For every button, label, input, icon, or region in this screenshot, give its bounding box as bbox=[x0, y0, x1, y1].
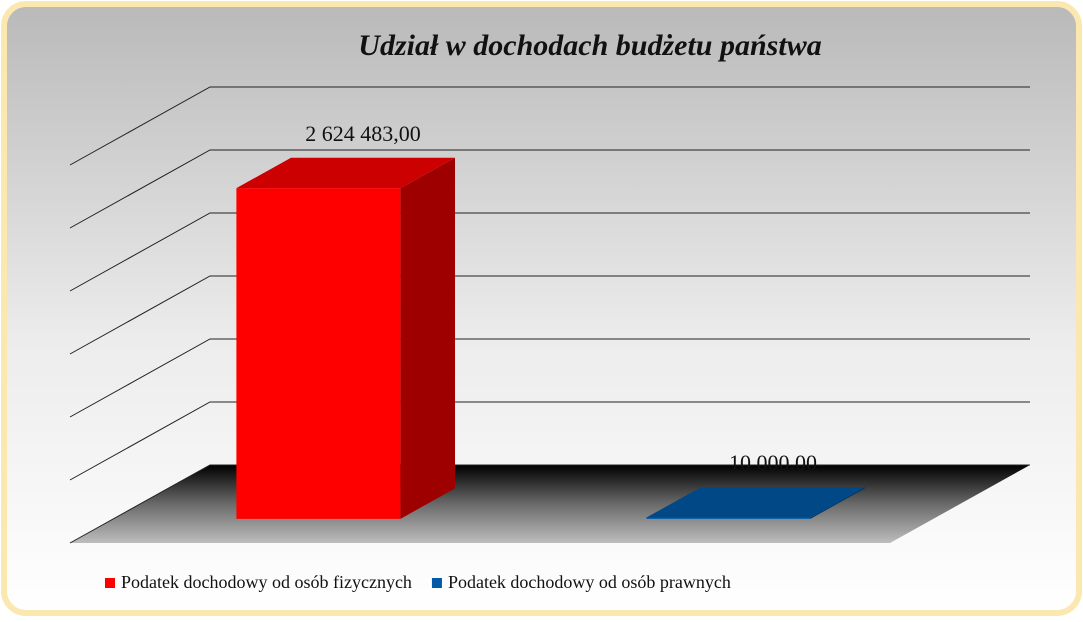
legend-swatch bbox=[105, 578, 115, 588]
legend: Podatek dochodowy od osób fizycznych Poda… bbox=[105, 572, 731, 592]
legend-label: Podatek dochodowy od osób fizycznych bbox=[121, 572, 412, 592]
chart-title: Udział w dochodach budżetu państwa bbox=[358, 29, 821, 62]
grid-line bbox=[69, 338, 1030, 418]
grid-line bbox=[69, 275, 1030, 355]
bar-side bbox=[400, 157, 455, 519]
grid-line bbox=[69, 212, 1030, 292]
data-label: 10 000,00 bbox=[729, 450, 817, 475]
bar-top bbox=[236, 157, 455, 189]
grid-line bbox=[69, 401, 1030, 481]
grid-line bbox=[69, 464, 1030, 544]
grid-line bbox=[69, 149, 1030, 229]
bar-front bbox=[646, 517, 811, 519]
grid-line bbox=[69, 86, 1030, 166]
data-label: 2 624 483,00 bbox=[305, 121, 421, 146]
legend-label: Podatek dochodowy od osób prawnych bbox=[448, 572, 731, 592]
floor bbox=[70, 465, 1030, 543]
bar-side bbox=[810, 487, 865, 519]
legend-swatch bbox=[431, 578, 442, 588]
bar-front bbox=[236, 188, 401, 519]
bar-top bbox=[646, 487, 865, 518]
